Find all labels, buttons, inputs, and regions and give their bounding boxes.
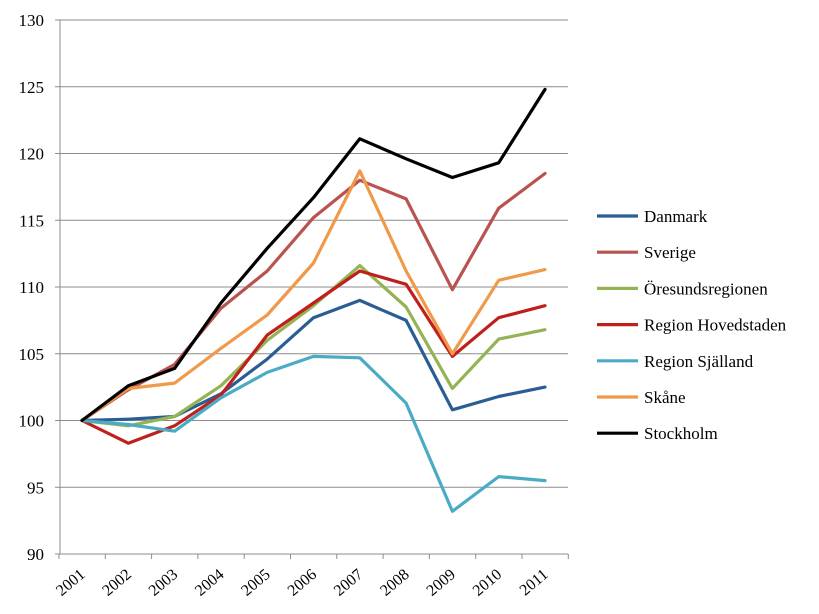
x-tick-label: 2005 (238, 566, 273, 600)
series-line-sk-ne (80, 169, 547, 423)
series-lines (80, 87, 547, 513)
y-tick-label: 105 (19, 345, 45, 364)
x-tick-label: 2004 (192, 566, 227, 600)
series-line-danmark (80, 298, 547, 423)
legend: Danmark Sverige Öresundsregionen Region Hov… (597, 207, 787, 443)
legend-label: Sverige (644, 243, 696, 262)
x-tick-label: 2008 (377, 566, 412, 600)
axes (59, 20, 568, 555)
series-line-stockholm (80, 87, 547, 423)
legend-label: Öresundsregionen (644, 279, 768, 298)
x-tick-label: 2002 (99, 566, 134, 600)
y-tick-label: 100 (19, 412, 45, 431)
x-tick-label: 2007 (331, 566, 366, 600)
x-tick-label: 2010 (470, 566, 505, 600)
x-tick-label: 2001 (53, 566, 88, 600)
legend-label: Region Hovedstaden (644, 316, 787, 335)
y-tick-label: 95 (27, 478, 44, 497)
legend-label: Stockholm (644, 424, 718, 443)
series-line-region-sj-lland (80, 354, 547, 513)
y-tick-label: 110 (19, 278, 44, 297)
legend-label: Danmark (644, 207, 708, 226)
y-tick-label: 120 (19, 145, 45, 164)
y-tick-label: 130 (19, 11, 45, 30)
y-tick-labels: 90 95 100 105 110 115 120 125 130 (19, 11, 45, 564)
y-tick-label: 115 (19, 211, 44, 230)
legend-label: Region Själland (644, 352, 754, 371)
y-tick-label: 125 (19, 78, 45, 97)
x-tick-labels: 2001 2002 2003 2004 2005 2006 2007 2008 2009 2010… (53, 554, 569, 600)
x-tick-label: 2003 (146, 566, 181, 600)
x-tick-label: 2009 (424, 566, 459, 600)
series-line--resundsregionen (80, 264, 547, 428)
series-line-sverige (80, 171, 547, 423)
series-line-region-hovedstaden (80, 269, 547, 445)
x-tick-label: 2006 (285, 566, 320, 600)
x-tick-label: 2011 (517, 566, 552, 599)
legend-label: Skåne (644, 388, 686, 407)
gridlines (55, 19, 568, 555)
y-tick-label: 90 (27, 545, 44, 564)
